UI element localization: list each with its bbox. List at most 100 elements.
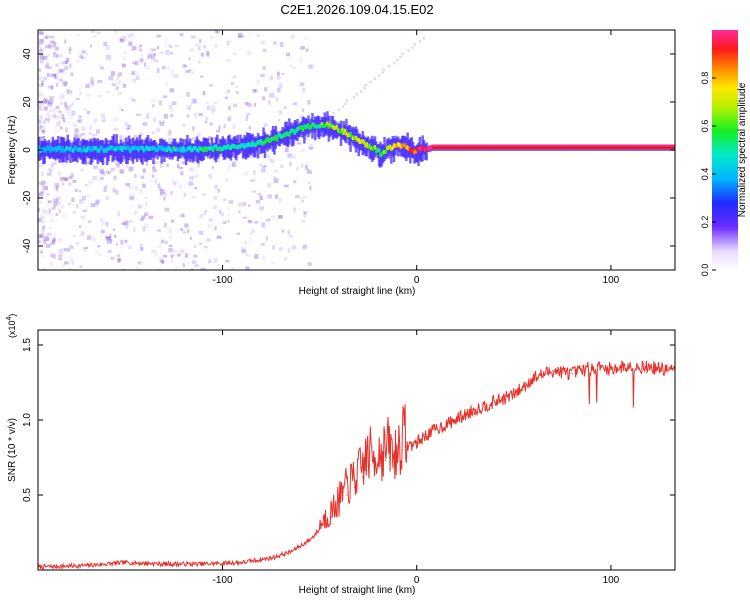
speckle-cell xyxy=(171,219,175,223)
speckle-cell xyxy=(211,166,214,169)
speckle-cell xyxy=(245,116,249,119)
speckle-cell xyxy=(135,75,140,80)
speckle-cell xyxy=(49,73,54,77)
speckle-cell xyxy=(117,74,120,79)
ridge-cell xyxy=(106,147,109,152)
speckle-cell xyxy=(51,206,56,210)
speckle-cell xyxy=(125,183,130,187)
speckle-cell xyxy=(57,110,62,113)
speckle-cell xyxy=(227,219,230,223)
speckle-cell xyxy=(62,81,68,86)
speckle-cell xyxy=(59,205,64,209)
speckle-cell xyxy=(41,229,45,235)
ridge-cell xyxy=(216,146,219,151)
speckle-cell xyxy=(45,62,49,65)
speckle-cell xyxy=(171,179,175,184)
ridge-cell xyxy=(63,148,67,153)
speckle-cell xyxy=(299,56,303,59)
speckle-cell xyxy=(88,180,93,185)
speckle-cell xyxy=(249,237,252,243)
speckle-cell xyxy=(97,79,102,83)
speckle-cell xyxy=(159,51,164,55)
speckle-cell xyxy=(82,126,86,131)
ridge-cell xyxy=(316,124,320,129)
ridge-cell xyxy=(239,144,242,149)
speckle-cell xyxy=(99,217,103,222)
svg-text:(x104): (x104) xyxy=(6,314,17,338)
ridge-cell xyxy=(339,129,343,134)
speckle-cell xyxy=(244,118,249,121)
ridge-halo-cell xyxy=(315,116,318,131)
ridge-halo-cell xyxy=(145,137,148,162)
speckle-cell xyxy=(159,259,165,263)
speckle-cell xyxy=(140,53,144,58)
speckle-cell xyxy=(232,75,237,79)
speckle-cell xyxy=(60,159,64,165)
speckle-cell xyxy=(115,243,119,246)
speckle-cell xyxy=(280,164,284,168)
ridge-cell xyxy=(133,146,136,151)
speckle-cell xyxy=(254,102,257,107)
speckle-cell xyxy=(45,35,50,39)
ridge-cell xyxy=(328,122,332,127)
ridge-cell xyxy=(312,122,315,127)
speckle-cell xyxy=(47,102,52,107)
ridge-halo-cell xyxy=(152,140,155,165)
ridge-cell xyxy=(43,147,46,152)
speckle-cell xyxy=(78,225,82,229)
speckle-cell xyxy=(43,225,46,229)
ridge-cell xyxy=(169,148,173,153)
snr-data-point xyxy=(346,494,348,496)
speckle-cell xyxy=(251,228,255,234)
speckle-cell xyxy=(364,83,367,87)
speckle-cell xyxy=(152,166,155,170)
speckle-cell xyxy=(248,103,252,108)
ridge-cell xyxy=(333,126,336,130)
ridge-cell xyxy=(251,140,254,145)
speckle-cell xyxy=(273,178,279,183)
speckle-cell xyxy=(137,204,143,209)
speckle-cell xyxy=(251,190,257,193)
speckle-cell xyxy=(208,218,214,222)
speckle-cell xyxy=(106,236,111,240)
speckle-cell xyxy=(101,120,104,123)
speckle-cell xyxy=(157,245,162,248)
ridge-halo-cell xyxy=(328,121,332,137)
speckle-cell xyxy=(75,133,80,138)
ridge-cell xyxy=(356,137,359,142)
speckle-cell xyxy=(58,208,61,214)
snr-data-point xyxy=(513,393,515,396)
speckle-cell xyxy=(267,154,270,159)
speckle-cell xyxy=(80,56,86,60)
speckle-cell xyxy=(131,98,137,102)
speckle-cell xyxy=(223,124,226,129)
ridge-halo-cell xyxy=(231,139,234,157)
speckle-cell xyxy=(68,176,73,179)
ridge-halo-cell xyxy=(118,143,121,163)
speckle-cell xyxy=(64,127,68,133)
speckle-cell xyxy=(82,247,86,252)
speckle-cell xyxy=(139,218,143,222)
snr-data-point xyxy=(532,377,534,379)
speckle-cell xyxy=(62,69,65,73)
ridge-cell xyxy=(116,145,120,150)
ridge-cell xyxy=(81,148,84,153)
speckle-cell xyxy=(352,96,356,99)
speckle-cell xyxy=(144,212,148,217)
speckle-cell xyxy=(47,119,50,124)
speckle-cell xyxy=(38,49,44,55)
speckle-cell xyxy=(117,258,122,262)
ridge-halo-cell xyxy=(156,145,159,160)
speckle-cell xyxy=(58,121,61,126)
speckle-cell xyxy=(230,267,235,270)
ridge-halo-cell xyxy=(241,138,245,159)
speckle-cell xyxy=(190,268,193,270)
ridge-cell xyxy=(214,144,218,149)
speckle-cell xyxy=(41,226,45,231)
speckle-cell xyxy=(344,102,347,105)
speckle-cell xyxy=(337,108,341,112)
speckle-cell xyxy=(226,213,230,217)
ridge-cell xyxy=(161,147,165,152)
colorbar-tick-label: 0.6 xyxy=(700,120,710,133)
speckle-cell xyxy=(64,261,69,265)
